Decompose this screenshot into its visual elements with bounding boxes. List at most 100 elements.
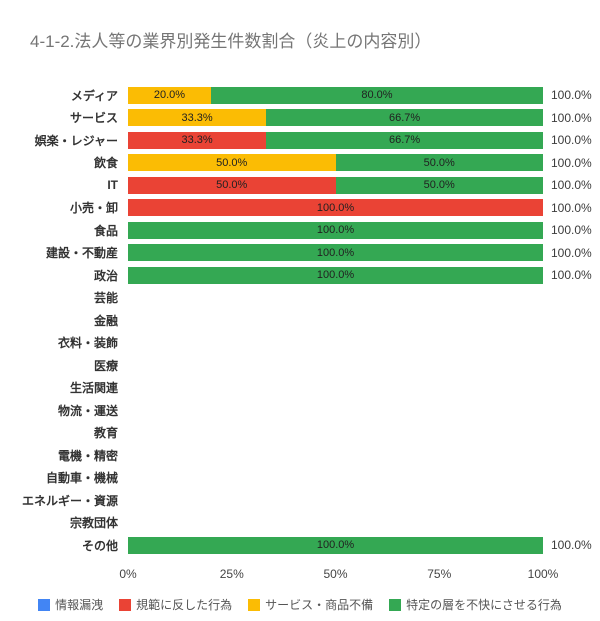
legend-swatch-red xyxy=(119,598,132,611)
chart-row: IT 50.0% 50.0% 100.0% xyxy=(0,174,600,197)
row-total-label: 100.0% xyxy=(551,268,592,283)
category-label: 政治 xyxy=(93,268,118,283)
bar-track: 100.0% xyxy=(128,536,543,554)
category-label: IT xyxy=(107,178,118,193)
chart-row: サービス 33.3% 66.7% 100.0% xyxy=(0,107,600,130)
x-axis-tick-label: 75% xyxy=(427,567,452,581)
bar-value-label: 100.0% xyxy=(316,539,355,552)
bar-value-label: 100.0% xyxy=(316,246,355,259)
bar-track: 33.3% 66.7% xyxy=(128,131,543,149)
bar-segment-offend-specific-group: 50.0% xyxy=(335,176,543,194)
category-label: 小売・卸 xyxy=(69,201,118,216)
chart-title: 4-1-2.法人等の業界別発生件数割合（炎上の内容別） xyxy=(30,32,432,51)
chart-legend: 情報漏洩 規範に反した行為 サービス・商品不備 特定の層を不快にさせる行為 xyxy=(0,596,600,613)
bar-segment-offend-specific-group: 80.0% xyxy=(211,86,543,104)
chart-row: メディア 20.0% 80.0% 100.0% xyxy=(0,84,600,107)
legend-label: 特定の層を不快にさせる行為 xyxy=(406,598,562,612)
row-total-label: 100.0% xyxy=(551,110,592,125)
row-total-label: 100.0% xyxy=(551,155,592,170)
bar-chart-plot-area: メディア 20.0% 80.0% 100.0% サービス 33.3% 66.7% 100.0%… xyxy=(0,84,600,557)
category-label: 医療 xyxy=(93,358,118,373)
bar-track xyxy=(128,492,543,509)
row-total-label: 100.0% xyxy=(551,133,592,148)
bar-segment-offend-specific-group: 50.0% xyxy=(335,154,543,172)
chart-row: 教育 xyxy=(0,422,600,445)
chart-row: 生活関連 xyxy=(0,377,600,400)
chart-row: 食品 100.0% 100.0% xyxy=(0,219,600,242)
legend-swatch-blue xyxy=(38,598,51,611)
bar-segment-service-product-defect: 20.0% xyxy=(128,86,211,104)
x-axis: 0% 25% 50% 75% 100% xyxy=(119,567,558,583)
bar-value-label: 50.0% xyxy=(423,156,455,169)
chart-row: 建設・不動産 100.0% 100.0% xyxy=(0,242,600,265)
category-label: サービス xyxy=(69,111,118,126)
bar-track xyxy=(128,334,543,351)
bar-value-label: 80.0% xyxy=(361,89,393,102)
bar-track xyxy=(128,379,543,396)
bar-track xyxy=(128,447,543,464)
bar-segment-offend-specific-group: 100.0% xyxy=(128,536,543,554)
chart-row: 小売・卸 100.0% 100.0% xyxy=(0,197,600,220)
bar-track: 100.0% xyxy=(128,244,543,262)
legend-item: 情報漏洩 xyxy=(38,596,103,613)
category-label: 物流・運送 xyxy=(57,403,118,418)
chart-row: 金融 xyxy=(0,309,600,332)
category-label: 建設・不動産 xyxy=(45,246,118,261)
bar-segment-service-product-defect: 50.0% xyxy=(128,154,336,172)
x-axis-tick-label: 100% xyxy=(527,567,559,581)
bar-segment-norm-violation: 50.0% xyxy=(128,176,336,194)
legend-swatch-yellow xyxy=(248,598,261,611)
legend-item: サービス・商品不備 xyxy=(248,596,373,613)
bar-value-label: 50.0% xyxy=(216,156,248,169)
bar-segment-offend-specific-group: 66.7% xyxy=(266,109,543,127)
category-label: 電機・精密 xyxy=(57,448,118,463)
bar-segment-offend-specific-group: 66.7% xyxy=(266,131,543,149)
x-axis-tick-label: 50% xyxy=(323,567,348,581)
category-label: 芸能 xyxy=(93,291,118,306)
row-total-label: 100.0% xyxy=(551,245,592,260)
bar-value-label: 100.0% xyxy=(316,269,355,282)
bar-segment-offend-specific-group: 100.0% xyxy=(128,221,543,239)
category-label: メディア xyxy=(70,88,118,103)
bar-track xyxy=(128,469,543,486)
bar-track xyxy=(128,289,543,306)
category-label: エネルギー・資源 xyxy=(21,493,118,508)
legend-label: 規範に反した行為 xyxy=(136,598,233,612)
bar-value-label: 50.0% xyxy=(216,179,248,192)
bar-segment-norm-violation: 33.3% xyxy=(128,131,267,149)
bar-segment-norm-violation: 100.0% xyxy=(128,199,543,217)
bar-track xyxy=(128,357,543,374)
bar-track xyxy=(128,514,543,531)
category-label: 飲食 xyxy=(93,156,118,171)
bar-track: 20.0% 80.0% xyxy=(128,86,543,104)
legend-label: サービス・商品不備 xyxy=(265,598,374,612)
category-label: 自動車・機械 xyxy=(45,471,118,486)
row-total-label: 100.0% xyxy=(551,538,592,553)
legend-swatch-green xyxy=(389,598,402,611)
category-label: 教育 xyxy=(93,426,118,441)
bar-track: 50.0% 50.0% xyxy=(128,176,543,194)
chart-row: その他 100.0% 100.0% xyxy=(0,534,600,557)
bar-track: 100.0% xyxy=(128,221,543,239)
category-label: 金融 xyxy=(93,313,118,328)
chart-row: 娯楽・レジャー 33.3% 66.7% 100.0% xyxy=(0,129,600,152)
row-total-label: 100.0% xyxy=(551,223,592,238)
bar-track xyxy=(128,402,543,419)
row-total-label: 100.0% xyxy=(551,200,592,215)
category-label: 衣料・装飾 xyxy=(57,336,118,351)
row-total-label: 100.0% xyxy=(551,88,592,103)
bar-value-label: 100.0% xyxy=(316,224,355,237)
chart-row: 衣料・装飾 xyxy=(0,332,600,355)
chart-row: 自動車・機械 xyxy=(0,467,600,490)
legend-item: 特定の層を不快にさせる行為 xyxy=(389,596,562,613)
x-axis-tick-label: 0% xyxy=(119,567,137,581)
chart-row: 物流・運送 xyxy=(0,399,600,422)
chart-row: エネルギー・資源 xyxy=(0,489,600,512)
bar-track: 100.0% xyxy=(128,266,543,284)
chart-row: 芸能 xyxy=(0,287,600,310)
bar-segment-offend-specific-group: 100.0% xyxy=(128,266,543,284)
bar-value-label: 100.0% xyxy=(316,201,355,214)
bar-segment-offend-specific-group: 100.0% xyxy=(128,244,543,262)
bar-track xyxy=(128,424,543,441)
row-total-label: 100.0% xyxy=(551,178,592,193)
